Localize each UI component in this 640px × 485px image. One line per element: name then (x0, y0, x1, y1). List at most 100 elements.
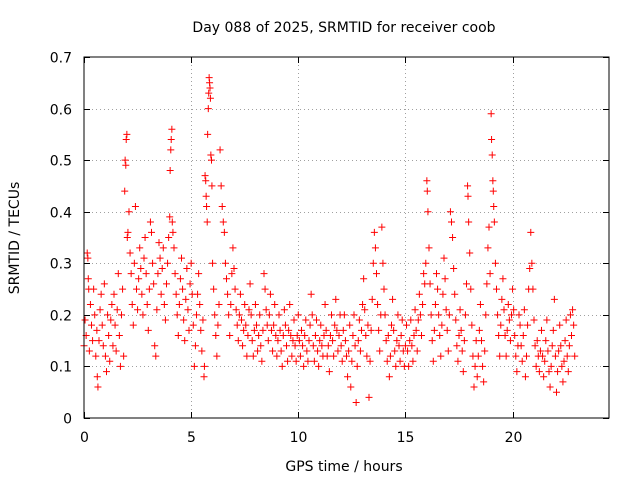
data-point (172, 290, 180, 298)
data-point (334, 347, 342, 355)
data-point (550, 295, 558, 303)
data-point (265, 311, 273, 319)
data-point (283, 342, 290, 350)
data-point (262, 306, 270, 314)
data-point (382, 337, 390, 345)
data-point (448, 218, 455, 226)
data-point (97, 290, 105, 298)
data-point (468, 321, 476, 329)
data-point (90, 285, 98, 293)
data-point (301, 331, 309, 339)
data-point (542, 337, 550, 345)
data-point (457, 326, 465, 334)
data-point (167, 146, 175, 154)
data-point (482, 311, 490, 319)
data-point (112, 347, 120, 355)
data-point (142, 270, 150, 278)
data-point (276, 326, 284, 334)
data-point (481, 347, 489, 355)
data-point (442, 306, 450, 314)
data-point (343, 352, 350, 360)
data-point (458, 347, 466, 355)
data-point (320, 331, 328, 339)
data-point (501, 331, 509, 339)
data-point (287, 331, 295, 339)
data-point (316, 337, 324, 345)
data-point (398, 316, 406, 324)
data-point (554, 368, 562, 376)
data-point (509, 285, 517, 293)
data-point (467, 285, 475, 293)
data-point (206, 84, 214, 92)
data-point (303, 347, 311, 355)
data-point (444, 347, 452, 355)
data-point (393, 337, 401, 345)
data-point (446, 208, 454, 216)
data-point (415, 290, 423, 298)
data-point (271, 301, 279, 309)
data-point (180, 316, 188, 324)
data-point (122, 136, 130, 144)
data-point (168, 125, 176, 133)
data-point (96, 306, 104, 314)
data-point (478, 337, 485, 345)
data-point (527, 228, 535, 236)
data-point (503, 326, 511, 334)
data-point (284, 357, 292, 365)
data-point (429, 357, 437, 365)
data-point (280, 306, 288, 314)
data-point (205, 89, 213, 97)
data-point (113, 306, 121, 314)
data-point (368, 295, 376, 303)
data-point (234, 337, 242, 345)
data-point (380, 285, 388, 293)
data-point (395, 342, 403, 350)
data-point (258, 357, 266, 365)
data-point (123, 130, 131, 138)
data-point (322, 326, 330, 334)
data-point (225, 311, 233, 319)
data-point (293, 331, 301, 339)
data-point (101, 352, 109, 360)
data-point (412, 326, 420, 334)
x-tick-label: 0 (80, 430, 89, 446)
data-point (544, 347, 552, 355)
data-point (437, 352, 445, 360)
data-point (88, 321, 95, 329)
data-point (108, 301, 116, 309)
data-point (499, 275, 507, 283)
data-point (427, 311, 435, 319)
data-point (107, 316, 115, 324)
data-point (406, 337, 414, 345)
data-point (289, 337, 297, 345)
data-point (418, 331, 425, 339)
data-point (105, 331, 113, 339)
data-point (163, 280, 170, 288)
data-point (232, 306, 240, 314)
data-point (558, 362, 566, 370)
data-point (389, 295, 397, 303)
data-point (197, 326, 205, 334)
data-point (153, 306, 161, 314)
data-point (335, 331, 343, 339)
data-point (373, 270, 380, 278)
data-point (270, 321, 278, 329)
data-point (200, 373, 208, 381)
data-point (364, 321, 372, 329)
data-point (176, 275, 184, 283)
data-point (187, 259, 195, 267)
data-point (460, 337, 468, 345)
data-point (410, 331, 418, 339)
y-tick-label: 0.7 (50, 51, 72, 67)
data-point (416, 311, 424, 319)
data-point (210, 285, 218, 293)
data-point (115, 331, 123, 339)
data-point (95, 337, 103, 345)
data-point (128, 301, 136, 309)
data-point (199, 316, 207, 324)
data-point (486, 270, 494, 278)
data-point (510, 306, 518, 314)
data-point (454, 357, 462, 365)
data-point (381, 311, 389, 319)
